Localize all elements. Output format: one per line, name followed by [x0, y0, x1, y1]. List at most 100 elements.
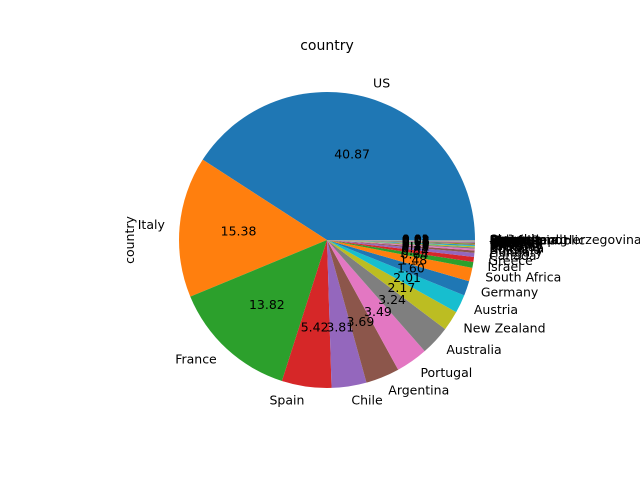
slice-label-mexico: Mexico [490, 234, 534, 249]
pie-slice-france [190, 240, 327, 381]
pie-slice-new-zealand [327, 240, 457, 330]
slice-label-switzerland: Switzerland [490, 232, 563, 247]
slice-label-lebanon: Lebanon [490, 233, 544, 248]
pie-slice-hungary [327, 240, 475, 253]
slice-label-romania: Romania [490, 240, 545, 255]
slice-value-uruguay: 0.12 [402, 236, 430, 251]
slice-value-new-zealand: 2.17 [387, 280, 415, 295]
pie-labels: US Italy France Spain Chile Argentina Portugal… [138, 75, 640, 407]
pie-slice-czech-republic [327, 240, 475, 241]
slice-value-germany: 1.60 [397, 261, 425, 276]
pie-slice-brazil [327, 240, 475, 243]
slice-label-cyprus: Cyprus [490, 232, 534, 247]
slice-label-england: England [490, 236, 541, 251]
slice-value-italy: 15.38 [221, 223, 257, 238]
slice-value-brazil: 0.04 [402, 233, 430, 248]
slice-value-bosnia-and-herzegovina: 0.01 [402, 232, 430, 247]
pie-slice-australia [327, 240, 446, 352]
slice-value-slovenia: 0.08 [402, 234, 430, 249]
slice-label-italy: Italy [138, 217, 166, 232]
slice-value-romania: 0.15 [402, 236, 430, 251]
slice-value-luxembourg: 0.01 [402, 232, 430, 247]
pie-slice-bulgaria [327, 240, 475, 251]
slice-value-us: 40.87 [334, 146, 370, 161]
pie-slice-canada [327, 240, 475, 257]
slice-value-morocco: 0.02 [402, 232, 430, 247]
slice-value-cyprus: 0.01 [402, 232, 430, 247]
pie-slice-ukraine [327, 240, 476, 242]
pie-slice-england [327, 240, 475, 244]
slice-label-us: US [373, 75, 390, 90]
slice-value-south-africa: 1.48 [399, 252, 427, 267]
pie-slice-romania [327, 240, 475, 249]
pie-slice-spain [281, 240, 332, 389]
slice-label-australia: Australia [446, 342, 501, 357]
pie-percent-labels: 40.87 15.38 13.82 5.423.813.693.493.242.172… [221, 146, 430, 334]
chart-title: country [300, 38, 354, 54]
slice-label-israel: Israel [487, 259, 521, 274]
slice-value-peru: 0.02 [402, 232, 430, 247]
slice-label-india: India [490, 232, 521, 247]
pie-slice-serbia [327, 240, 475, 241]
slice-label-austria: Austria [474, 302, 518, 317]
slice-value-israel: 0.64 [401, 246, 429, 261]
pie-slice-portugal [327, 240, 425, 370]
y-axis-label: country [122, 216, 137, 264]
slice-label-peru: Peru [490, 233, 518, 248]
slice-label-bulgaria: Bulgaria [489, 242, 541, 257]
slice-label-france: France [175, 351, 217, 366]
slice-value-czech-republic: 0.01 [402, 232, 430, 247]
pie-slice-italy [179, 159, 327, 297]
pie-slice-germany [327, 240, 470, 296]
pie-slice-turkey [327, 240, 475, 247]
slice-label-greece: Greece [488, 253, 533, 268]
pie-slice-india [327, 240, 475, 241]
pie-slice-chile [327, 240, 367, 388]
slice-label-macedonia: Macedonia [490, 232, 558, 247]
pie-slice-uruguay [327, 240, 475, 248]
slice-label-morocco: Morocco [490, 233, 542, 248]
pie-slice-austria [327, 240, 465, 313]
pie-slice-mexico [327, 240, 475, 243]
pie-slice-moldova [327, 240, 475, 243]
pie-slices [179, 91, 476, 389]
slice-label-canada: Canada [489, 248, 537, 263]
slice-value-hungary: 0.25 [402, 239, 430, 254]
slice-label-luxembourg: Luxembourg [490, 232, 568, 247]
slice-label-spain: Spain [269, 393, 304, 408]
pie-slice-cyprus [327, 240, 475, 241]
slice-value-chile: 3.81 [326, 319, 354, 334]
slice-label-turkey: Turkey [489, 238, 531, 253]
slice-label-brazil: Brazil [490, 234, 525, 249]
slice-value-switzerland: 0.01 [402, 232, 430, 247]
slice-label-czech-republic: Czech Republic [490, 232, 585, 247]
pie-slice-slovenia [327, 240, 475, 246]
slice-value-france: 13.82 [249, 297, 285, 312]
slice-label-serbia: Serbia [490, 232, 530, 247]
slice-value-turkey: 0.10 [402, 235, 430, 250]
slice-value-portugal: 3.49 [364, 304, 392, 319]
slice-label-south-africa: South Africa [485, 270, 561, 285]
slice-value-england: 0.06 [402, 234, 430, 249]
slice-value-argentina: 3.69 [346, 314, 374, 329]
slice-value-mexico: 0.05 [402, 233, 430, 248]
slice-label-argentina: Argentina [388, 382, 449, 397]
pie-slice-croatia [327, 240, 475, 244]
slice-label-bosnia-and-herzegovina: Bosnia and Herzegovina [490, 232, 640, 247]
slice-value-serbia: 0.01 [402, 232, 430, 247]
slice-label-armenia: Armenia [490, 232, 542, 247]
slice-label-moldova: Moldova [490, 234, 543, 249]
slice-label-hungary: Hungary [489, 244, 543, 259]
slice-value-india: 0.01 [402, 232, 430, 247]
slice-value-austria: 2.01 [393, 270, 421, 285]
slice-value-armenia: 0.01 [402, 232, 430, 247]
slice-label-chile: Chile [351, 392, 383, 407]
slice-value-croatia: 0.05 [402, 233, 430, 248]
slice-value-bulgaria: 0.20 [402, 237, 430, 252]
slice-value-slovakia: 0.01 [402, 232, 430, 247]
slice-label-portugal: Portugal [420, 365, 472, 380]
slice-value-lebanon: 0.03 [402, 232, 430, 247]
slice-label-georgia: Georgia [490, 236, 539, 251]
